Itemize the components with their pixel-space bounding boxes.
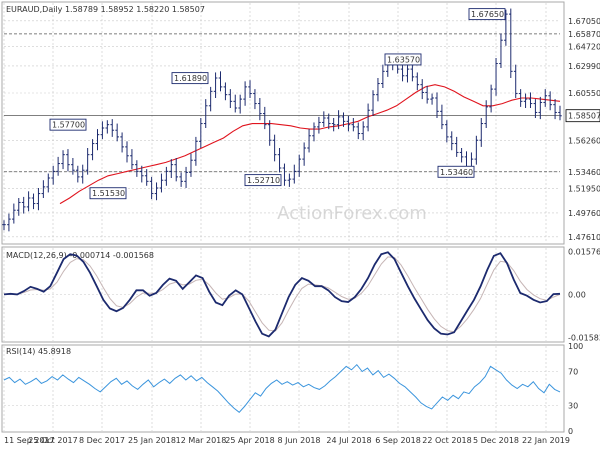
rsi-tick-label: 0 [568,427,573,436]
x-tick-label: 6 Sep 2018 [375,436,421,445]
price-tick-label: 1.49760 [568,209,600,218]
price-panel-frame [1,1,565,245]
price-tick-label: 1.56260 [568,137,600,146]
moving-average-line [59,84,561,205]
x-tick-label: 25 Apr 2018 [225,436,274,445]
x-tick-label: 25 Oct 2017 [28,436,77,445]
rsi-panel-header: RSI(14) 45.8918 [6,347,71,356]
rsi-tick-label: 30 [568,402,578,411]
macd-tick-label: 0.015762 [568,248,600,257]
rsi-layer [3,363,561,413]
macd-signal-line [3,256,561,333]
price-tick-label: 1.67050 [568,17,600,26]
price-annotation-box [244,174,282,187]
rsi-tick-label: 100 [568,342,583,351]
price-annotation-label: 1.51530 [92,189,125,198]
price-annotation-label: 1.67650 [471,10,504,19]
price-tick-label: 1.64720 [568,43,600,52]
price-annotation-label: 1.63570 [387,55,420,64]
price-tick-label: 1.51950 [568,185,600,194]
x-tick-label: 11 Sep 2017 [4,436,55,445]
x-tick-label: 22 Jan 2019 [522,436,570,445]
price-annotations-layer: 1.67650 1.63570 1.61890 1.57700 1.52710 1.515… [49,8,506,200]
macd-panel-frame [1,246,565,343]
macd-tick-label: 0.00 [568,290,586,299]
panel-frames [1,1,565,433]
price-annotation-label: 1.57700 [52,121,85,130]
price-annotation-box [468,8,506,21]
price-tick-label: 1.62990 [568,62,600,71]
x-tick-label: 8 Dec 2017 [79,436,125,445]
price-annotation-label: 1.53460 [440,168,473,177]
x-tick-label: 8 Jun 2018 [277,436,320,445]
price-annotation-box [171,72,209,85]
moving-average-layer [59,84,561,205]
x-tick-label: 25 Jan 2018 [128,436,176,445]
price-panel-header: EURAUD,Daily 1.58789 1.58952 1.58220 1.5… [6,5,205,14]
price-tick-label: 1.47610 [568,233,600,242]
price-tick-label: 1.58507 [568,112,600,121]
x-tick-label: 24 Jul 2018 [326,436,371,445]
watermark-text: ActionForex.com [277,203,427,224]
price-annotation-box [437,165,475,178]
x-tick-label: 12 Mar 2018 [176,436,227,445]
rsi-line [3,363,561,413]
macd-tick-label: -0.015834 [568,333,600,342]
macd-layer [3,251,561,338]
rsi-tick-label: 70 [568,368,578,377]
x-tick-label: 5 Dec 2018 [473,436,519,445]
price-tick-label: 1.60550 [568,89,600,98]
current-price-box [565,109,600,123]
macd-main-line [3,251,561,338]
price-annotation-label: 1.52710 [247,176,280,185]
price-annotation-box [49,118,87,131]
rsi-panel-frame [1,344,565,433]
macd-panel-header: MACD(12,26,9) -0.000714 -0.001568 [6,251,154,260]
price-reference-label: 1.65870 [568,30,600,39]
price-bars-layer [2,8,562,232]
price-annotation-label: 1.61890 [174,74,207,83]
price-annotation-box [384,53,422,66]
x-tick-label: 22 Oct 2018 [422,436,471,445]
price-tick-label: 1.53460 [568,168,600,177]
price-annotation-box [89,187,127,200]
